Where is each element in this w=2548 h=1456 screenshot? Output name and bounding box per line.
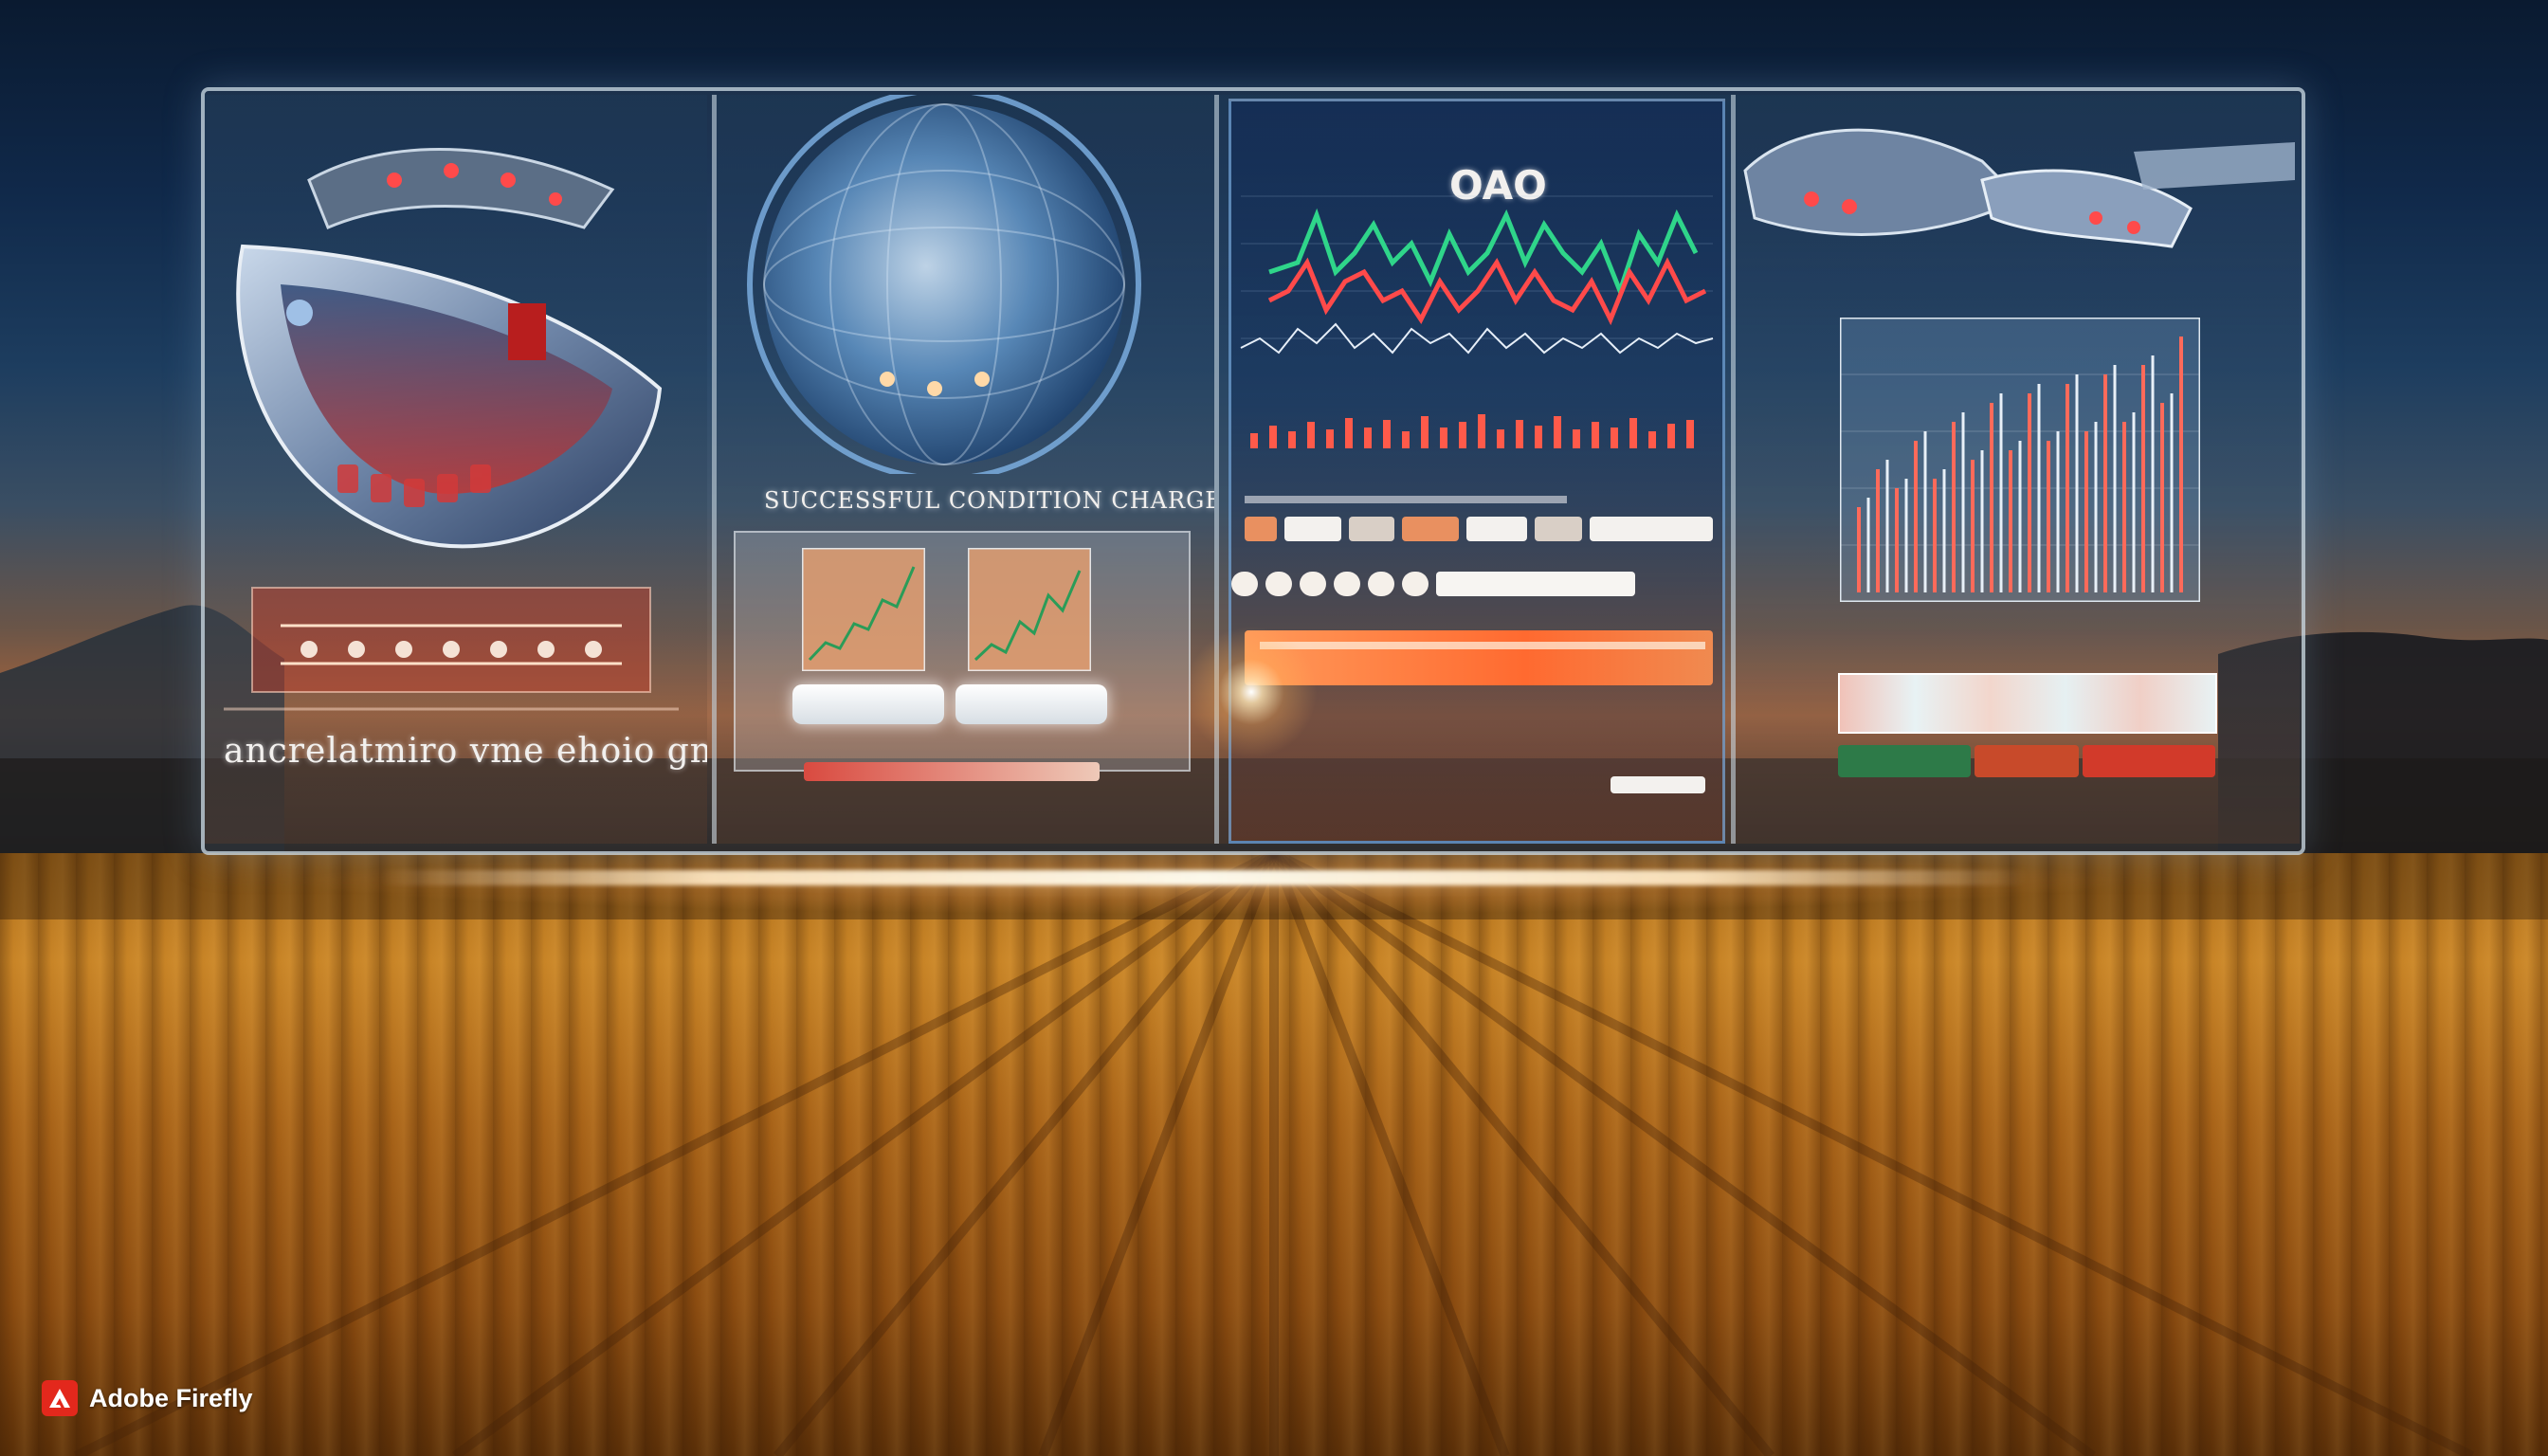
panel2-right-button[interactable] [956, 684, 1107, 724]
mini-chart-left [802, 548, 925, 671]
panel3-caption: OAO [1449, 162, 1547, 209]
chip [1535, 517, 1582, 541]
panel2-caption: SUCCESSFUL CONDITION CHARGE [764, 487, 1214, 514]
mini-chart-right [968, 548, 1091, 671]
adobe-logo-icon [42, 1380, 78, 1416]
robotic-arm-illustration [1743, 128, 2295, 248]
chip [1402, 517, 1459, 541]
toggle[interactable] [1334, 572, 1360, 596]
panel4-status-row [1838, 745, 2215, 777]
chip [1349, 517, 1394, 541]
panel3-progress-highlight [1260, 642, 1705, 649]
toggle[interactable] [1368, 572, 1394, 596]
toggle[interactable] [1300, 572, 1326, 596]
watermark-label: Adobe Firefly [89, 1383, 253, 1412]
lens-flare [1185, 626, 1318, 758]
panel4-image-strip [1838, 673, 2217, 734]
panel2-left-button[interactable] [792, 684, 944, 724]
panel3-toggle-row [1231, 572, 1635, 596]
chip [1284, 517, 1341, 541]
status-chip-red [2083, 745, 2215, 777]
panel-device-render: ancrelatmiro vme ehoio gn [205, 95, 707, 844]
robotic-device-illustration [224, 148, 679, 711]
adobe-firefly-watermark: Adobe Firefly [42, 1380, 253, 1416]
panel-globe-charts: SUCCESSFUL CONDITION CHARGE [712, 95, 1214, 844]
panel-trading-chart: OAO [1214, 95, 1731, 844]
chip [1590, 517, 1713, 541]
status-chip-orange [1975, 745, 2079, 777]
panel3-info-line [1245, 496, 1567, 503]
chip [1245, 517, 1277, 541]
wheat-field-rows [0, 853, 2548, 1456]
candlestick-chart [1240, 195, 1714, 448]
panel1-caption: ancrelatmiro vme ehoio gn [224, 732, 707, 771]
panel2-status-strip [804, 762, 1100, 781]
panel3-progress-bar [1245, 630, 1713, 685]
globe-illustration [747, 95, 1141, 474]
vertical-bar-chart [1840, 318, 2200, 602]
chip [1466, 517, 1527, 541]
status-chip-green [1838, 745, 1971, 777]
toggle[interactable] [1231, 572, 1258, 596]
wheat-field [0, 853, 2548, 1456]
panel3-chip-row [1245, 517, 1713, 541]
panel-bar-chart [1731, 95, 2300, 844]
toggle[interactable] [1265, 572, 1292, 596]
panel3-footer-button[interactable] [1611, 776, 1705, 793]
toggle[interactable] [1402, 572, 1429, 596]
light-bar-base [379, 870, 2029, 885]
toggle[interactable] [1436, 572, 1635, 596]
